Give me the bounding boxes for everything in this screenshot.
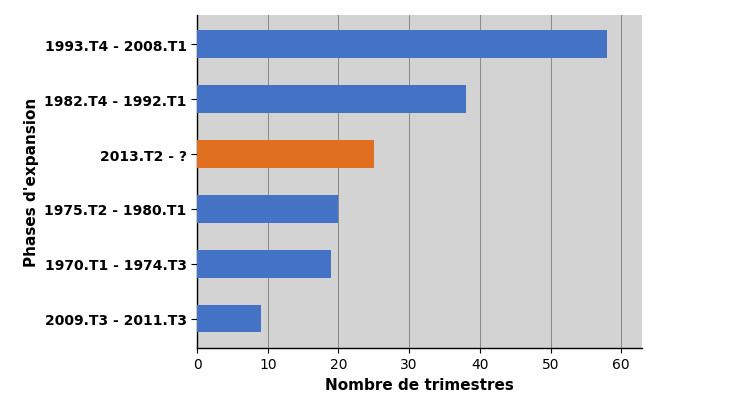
Bar [197,305,261,333]
Bar [197,31,607,59]
Bar [197,141,374,169]
Bar [197,86,466,114]
Bar [197,196,339,223]
X-axis label: Nombre de trimestres: Nombre de trimestres [326,377,514,392]
Y-axis label: Phases d'expansion: Phases d'expansion [24,98,39,266]
Bar [197,250,331,278]
